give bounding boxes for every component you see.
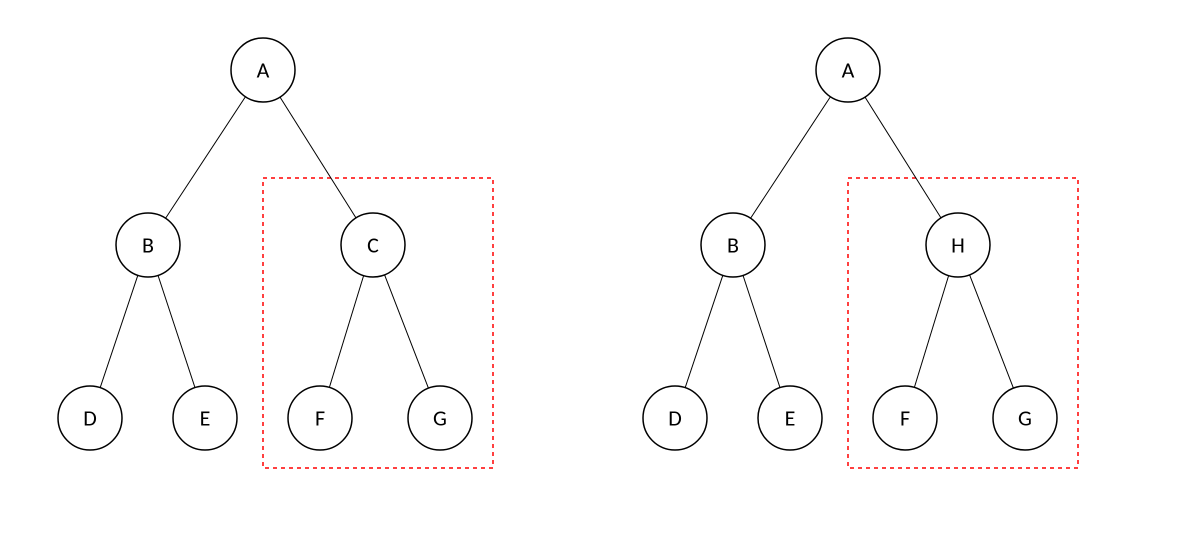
tree-edge [970,275,1014,388]
tree-edge [280,97,356,218]
tree-node-a: A [816,38,880,102]
node-label: E [785,405,796,432]
tree-edge [751,97,831,219]
node-label: D [668,405,682,432]
tree-node-f: F [288,386,352,450]
node-label: B [727,232,739,259]
node-label: G [433,405,447,432]
node-label: H [951,232,965,259]
tree-edge [685,275,723,387]
tree-diagram: A B C D E F G A B H D E F G [0,0,1188,542]
node-label: A [257,57,270,84]
node-label: C [367,232,379,259]
tree-edge [158,275,195,387]
tree-edge [385,275,429,388]
tree-node-e: E [173,386,237,450]
tree-node-g: G [993,386,1057,450]
tree-node-c: C [341,213,405,277]
node-label: B [142,232,154,259]
tree-node-f: F [873,386,937,450]
tree-edge [166,97,246,219]
tree-node-d: D [58,386,122,450]
tree-node-h: H [926,213,990,277]
tree-edge [865,97,941,218]
tree-node-a: A [231,38,295,102]
node-label: E [200,405,211,432]
tree-edge [914,276,948,388]
tree-right: A B H D E F G [643,38,1078,468]
tree-edge [743,275,780,387]
tree-node-b: B [116,213,180,277]
node-label: A [842,57,855,84]
tree-edge [329,276,363,388]
node-label: F [315,405,325,432]
tree-edge [100,275,138,387]
tree-node-b: B [701,213,765,277]
node-label: G [1018,405,1032,432]
tree-left: A B C D E F G [58,38,493,468]
tree-node-g: G [408,386,472,450]
tree-node-d: D [643,386,707,450]
node-label: D [83,405,97,432]
tree-node-e: E [758,386,822,450]
node-label: F [900,405,910,432]
